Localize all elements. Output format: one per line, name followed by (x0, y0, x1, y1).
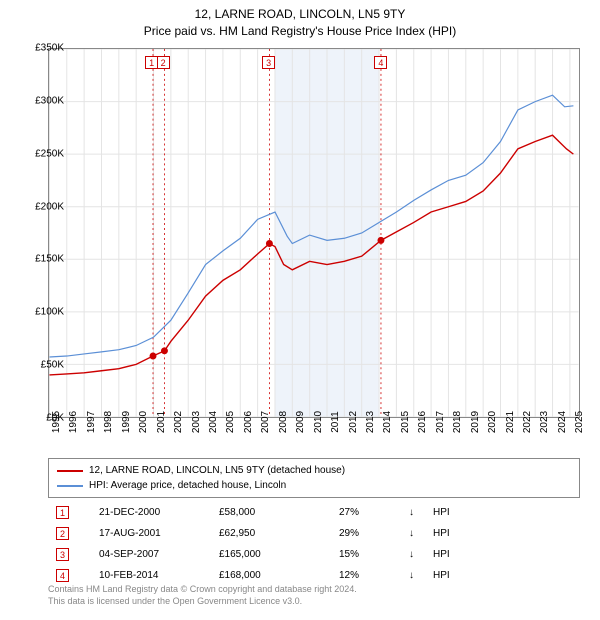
transaction-row: 1 21-DEC-2000 £58,000 27% ↓ HPI (48, 502, 580, 523)
transaction-row: 3 04-SEP-2007 £165,000 15% ↓ HPI (48, 544, 580, 565)
legend-label: 12, LARNE ROAD, LINCOLN, LN5 9TY (detach… (89, 463, 345, 478)
row-price: £168,000 (219, 567, 329, 584)
row-vs: HPI (433, 567, 463, 584)
down-arrow-icon: ↓ (409, 504, 423, 521)
row-date: 17-AUG-2001 (79, 525, 209, 542)
x-tick-label: 1995 (51, 411, 62, 433)
row-marker: 1 (56, 506, 69, 519)
event-marker-box: 4 (374, 56, 387, 69)
x-tick-label: 2008 (278, 411, 289, 433)
legend: 12, LARNE ROAD, LINCOLN, LN5 9TY (detach… (48, 458, 580, 498)
event-marker-box: 3 (262, 56, 275, 69)
x-tick-label: 2022 (522, 411, 533, 433)
x-tick-label: 2009 (295, 411, 306, 433)
x-tick-label: 2011 (330, 411, 341, 433)
event-marker-box: 2 (157, 56, 170, 69)
x-tick-label: 2019 (470, 411, 481, 433)
y-tick-label: £250K (18, 148, 64, 159)
chart-container: 12, LARNE ROAD, LINCOLN, LN5 9TY Price p… (0, 0, 600, 620)
row-marker: 4 (56, 569, 69, 582)
legend-item: HPI: Average price, detached house, Linc… (57, 478, 571, 493)
y-tick-label: £50K (18, 360, 64, 371)
legend-swatch (57, 485, 83, 487)
transaction-table: 1 21-DEC-2000 £58,000 27% ↓ HPI 2 17-AUG-2001 £6… (48, 502, 580, 586)
x-tick-label: 2015 (400, 411, 411, 433)
x-tick-label: 2010 (313, 411, 324, 433)
y-tick-label: £300K (18, 95, 64, 106)
row-price: £62,950 (219, 525, 329, 542)
row-pct: 12% (339, 567, 399, 584)
y-tick-label: £150K (18, 254, 64, 265)
x-tick-label: 2024 (557, 411, 568, 433)
legend-item: 12, LARNE ROAD, LINCOLN, LN5 9TY (detach… (57, 463, 571, 478)
down-arrow-icon: ↓ (409, 567, 423, 584)
x-tick-label: 2002 (173, 411, 184, 433)
row-pct: 15% (339, 546, 399, 563)
row-price: £165,000 (219, 546, 329, 563)
footer-line: This data is licensed under the Open Gov… (48, 596, 357, 608)
row-pct: 27% (339, 504, 399, 521)
x-tick-label: 2000 (138, 411, 149, 433)
x-tick-label: 2023 (539, 411, 550, 433)
legend-swatch (57, 470, 83, 472)
x-tick-label: 2012 (348, 411, 359, 433)
x-tick-label: 2016 (417, 411, 428, 433)
attribution-footer: Contains HM Land Registry data © Crown c… (48, 584, 357, 607)
y-tick-label: £100K (18, 307, 64, 318)
x-tick-label: 2007 (260, 411, 271, 433)
x-tick-label: 2005 (225, 411, 236, 433)
row-vs: HPI (433, 504, 463, 521)
legend-label: HPI: Average price, detached house, Linc… (89, 478, 286, 493)
row-date: 21-DEC-2000 (79, 504, 209, 521)
x-tick-label: 2025 (574, 411, 585, 433)
chart-svg (49, 49, 579, 417)
x-tick-label: 2018 (452, 411, 463, 433)
x-tick-label: 2021 (505, 411, 516, 433)
row-pct: 29% (339, 525, 399, 542)
down-arrow-icon: ↓ (409, 546, 423, 563)
transaction-row: 4 10-FEB-2014 £168,000 12% ↓ HPI (48, 565, 580, 586)
row-price: £58,000 (219, 504, 329, 521)
x-tick-label: 1996 (68, 411, 79, 433)
x-tick-label: 2014 (382, 411, 393, 433)
title-subtitle: Price paid vs. HM Land Registry's House … (0, 23, 600, 40)
x-tick-label: 1999 (121, 411, 132, 433)
row-marker: 2 (56, 527, 69, 540)
row-marker: 3 (56, 548, 69, 561)
x-tick-label: 2003 (191, 411, 202, 433)
transaction-row: 2 17-AUG-2001 £62,950 29% ↓ HPI (48, 523, 580, 544)
y-tick-label: £200K (18, 201, 64, 212)
row-vs: HPI (433, 525, 463, 542)
row-date: 04-SEP-2007 (79, 546, 209, 563)
row-vs: HPI (433, 546, 463, 563)
x-tick-label: 2004 (208, 411, 219, 433)
title-address: 12, LARNE ROAD, LINCOLN, LN5 9TY (0, 6, 600, 23)
footer-line: Contains HM Land Registry data © Crown c… (48, 584, 357, 596)
x-tick-label: 2017 (435, 411, 446, 433)
x-tick-label: 2013 (365, 411, 376, 433)
plot-area (48, 48, 580, 418)
row-date: 10-FEB-2014 (79, 567, 209, 584)
x-tick-label: 2006 (243, 411, 254, 433)
x-tick-label: 1998 (103, 411, 114, 433)
x-tick-label: 2020 (487, 411, 498, 433)
y-tick-label: £350K (18, 43, 64, 54)
x-tick-label: 1997 (86, 411, 97, 433)
down-arrow-icon: ↓ (409, 525, 423, 542)
title-block: 12, LARNE ROAD, LINCOLN, LN5 9TY Price p… (0, 0, 600, 42)
x-tick-label: 2001 (156, 411, 167, 433)
